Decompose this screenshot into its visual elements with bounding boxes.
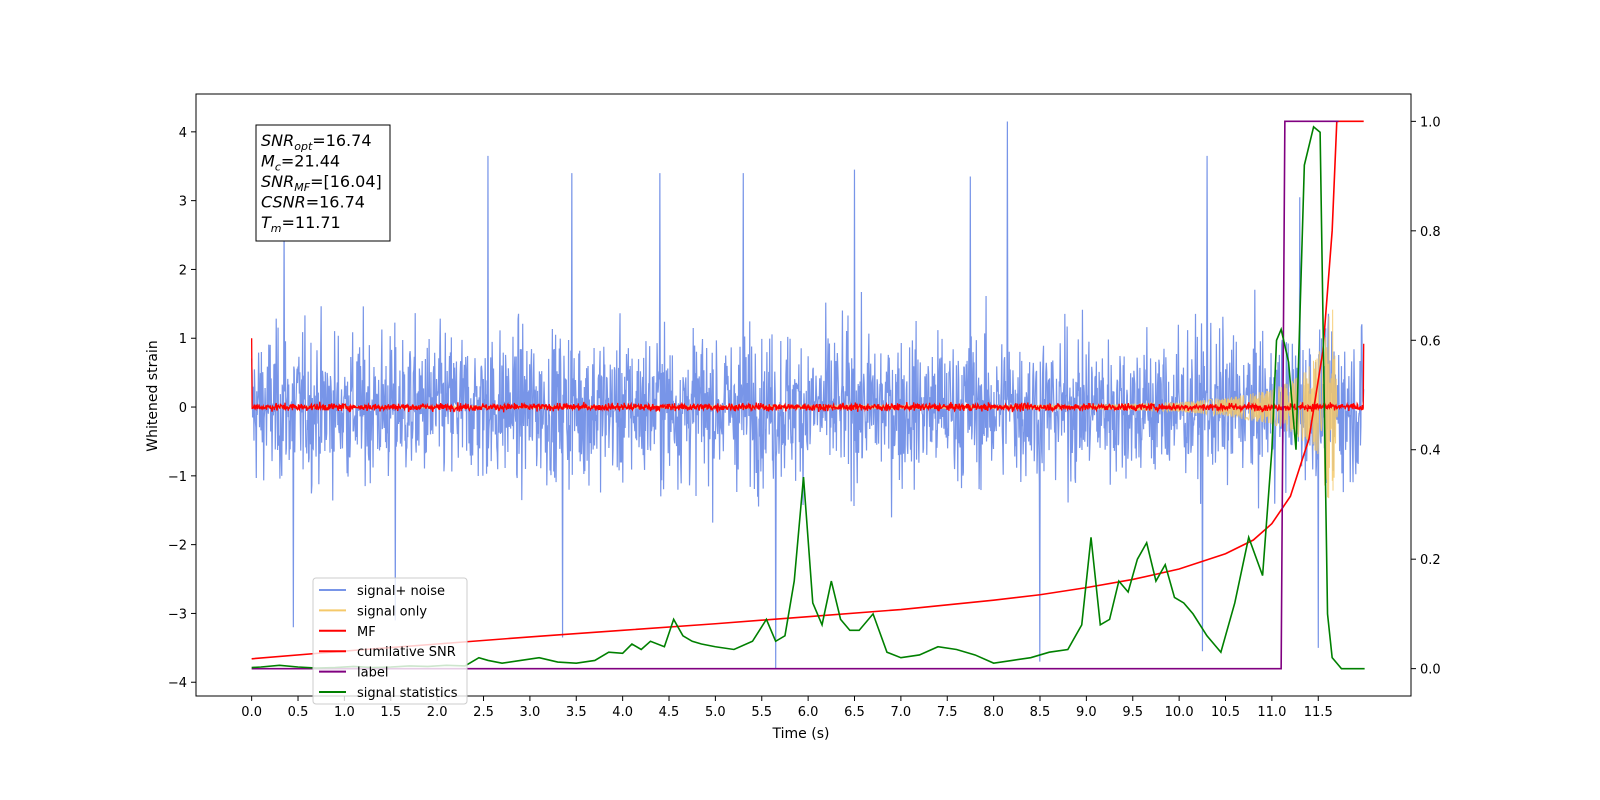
x-tick-label: 10.5 [1211, 705, 1240, 720]
x-tick-label: 8.0 [983, 705, 1004, 720]
x-tick-label: 7.0 [891, 705, 912, 720]
x-tick-label: 4.5 [659, 705, 680, 720]
y2-tick-label: 1.0 [1420, 115, 1441, 130]
x-tick-label: 2.0 [427, 705, 448, 720]
x-tick-label: 3.0 [520, 705, 541, 720]
series-signal-statistics [251, 125, 1365, 670]
x-tick-label: 1.5 [380, 705, 401, 720]
y2-tick-label: 0.0 [1420, 663, 1441, 678]
legend-label: signal+ noise [357, 584, 445, 599]
x-tick-label: 5.0 [705, 705, 726, 720]
x-tick-label: 9.0 [1076, 705, 1097, 720]
y-tick-label: −1 [168, 470, 187, 485]
x-tick-label: 2.5 [473, 705, 494, 720]
x-tick-label: 1.0 [334, 705, 355, 720]
plot-frame [195, 93, 1412, 697]
annotation-frame [255, 124, 391, 242]
annotation-line: CSNR=16.74 [261, 193, 365, 212]
x-tick-label: 10.0 [1165, 705, 1194, 720]
legend-label: cumilative SNR [357, 645, 456, 660]
tick-layer: 0.0 0.5 1.0 1.5 2.0 2.5 3.0 3.5 4.0 4.5 5.0 5.5 6.0 6… [168, 115, 1441, 720]
x-axis-label: Time (s) [772, 726, 830, 742]
legend: signal+ noise signal only MF cumilative SNR… [312, 577, 468, 705]
y-tick-label: 3 [179, 195, 187, 210]
plot-layer [251, 120, 1365, 670]
legend-label: label [357, 666, 388, 681]
series-signal-noise [251, 121, 1365, 669]
x-tick-label: 6.5 [844, 705, 865, 720]
x-tick-label: 8.5 [1030, 705, 1051, 720]
x-tick-label: 0.0 [241, 705, 262, 720]
x-tick-label: 0.5 [288, 705, 309, 720]
x-tick-label: 11.0 [1257, 705, 1286, 720]
x-tick-label: 11.5 [1304, 705, 1333, 720]
y2-tick-label: 0.4 [1420, 444, 1441, 459]
x-tick-label: 7.5 [937, 705, 958, 720]
legend-label: signal only [357, 604, 427, 619]
series-mf [251, 338, 1365, 414]
y2-tick-label: 0.2 [1420, 553, 1441, 568]
y-tick-label: 1 [179, 332, 187, 347]
x-tick-label: 4.0 [612, 705, 633, 720]
x-tick-label: 5.5 [751, 705, 772, 720]
y2-tick-label: 0.6 [1420, 334, 1441, 349]
y-tick-label: −4 [168, 676, 187, 691]
annotation-line: Tm=11.71 [261, 213, 341, 235]
y-tick-label: −2 [168, 539, 187, 554]
series-cumilative-snr [251, 120, 1364, 660]
x-tick-label: 9.5 [1122, 705, 1143, 720]
y-tick-label: 0 [179, 401, 187, 416]
y2-tick-label: 0.8 [1420, 225, 1441, 240]
y-axis-label: Whitened strain [145, 340, 161, 451]
y-tick-label: −3 [168, 607, 187, 622]
annotation-line: Mc=21.44 [261, 152, 340, 174]
x-tick-label: 3.5 [566, 705, 587, 720]
legend-label: signal statistics [357, 686, 458, 701]
annotation-box: SNRopt=16.74Mc=21.44SNRMF=[16.04]CSNR=16… [255, 124, 391, 242]
annotation-line: SNRopt=16.74 [261, 131, 372, 153]
annotation-line: SNRMF=[16.04] [261, 172, 382, 194]
legend-label: MF [357, 625, 376, 640]
x-tick-label: 6.0 [798, 705, 819, 720]
y-tick-label: 2 [179, 263, 187, 278]
legend-frame [312, 577, 468, 705]
series-label [251, 120, 1339, 670]
y-tick-label: 4 [179, 126, 187, 141]
